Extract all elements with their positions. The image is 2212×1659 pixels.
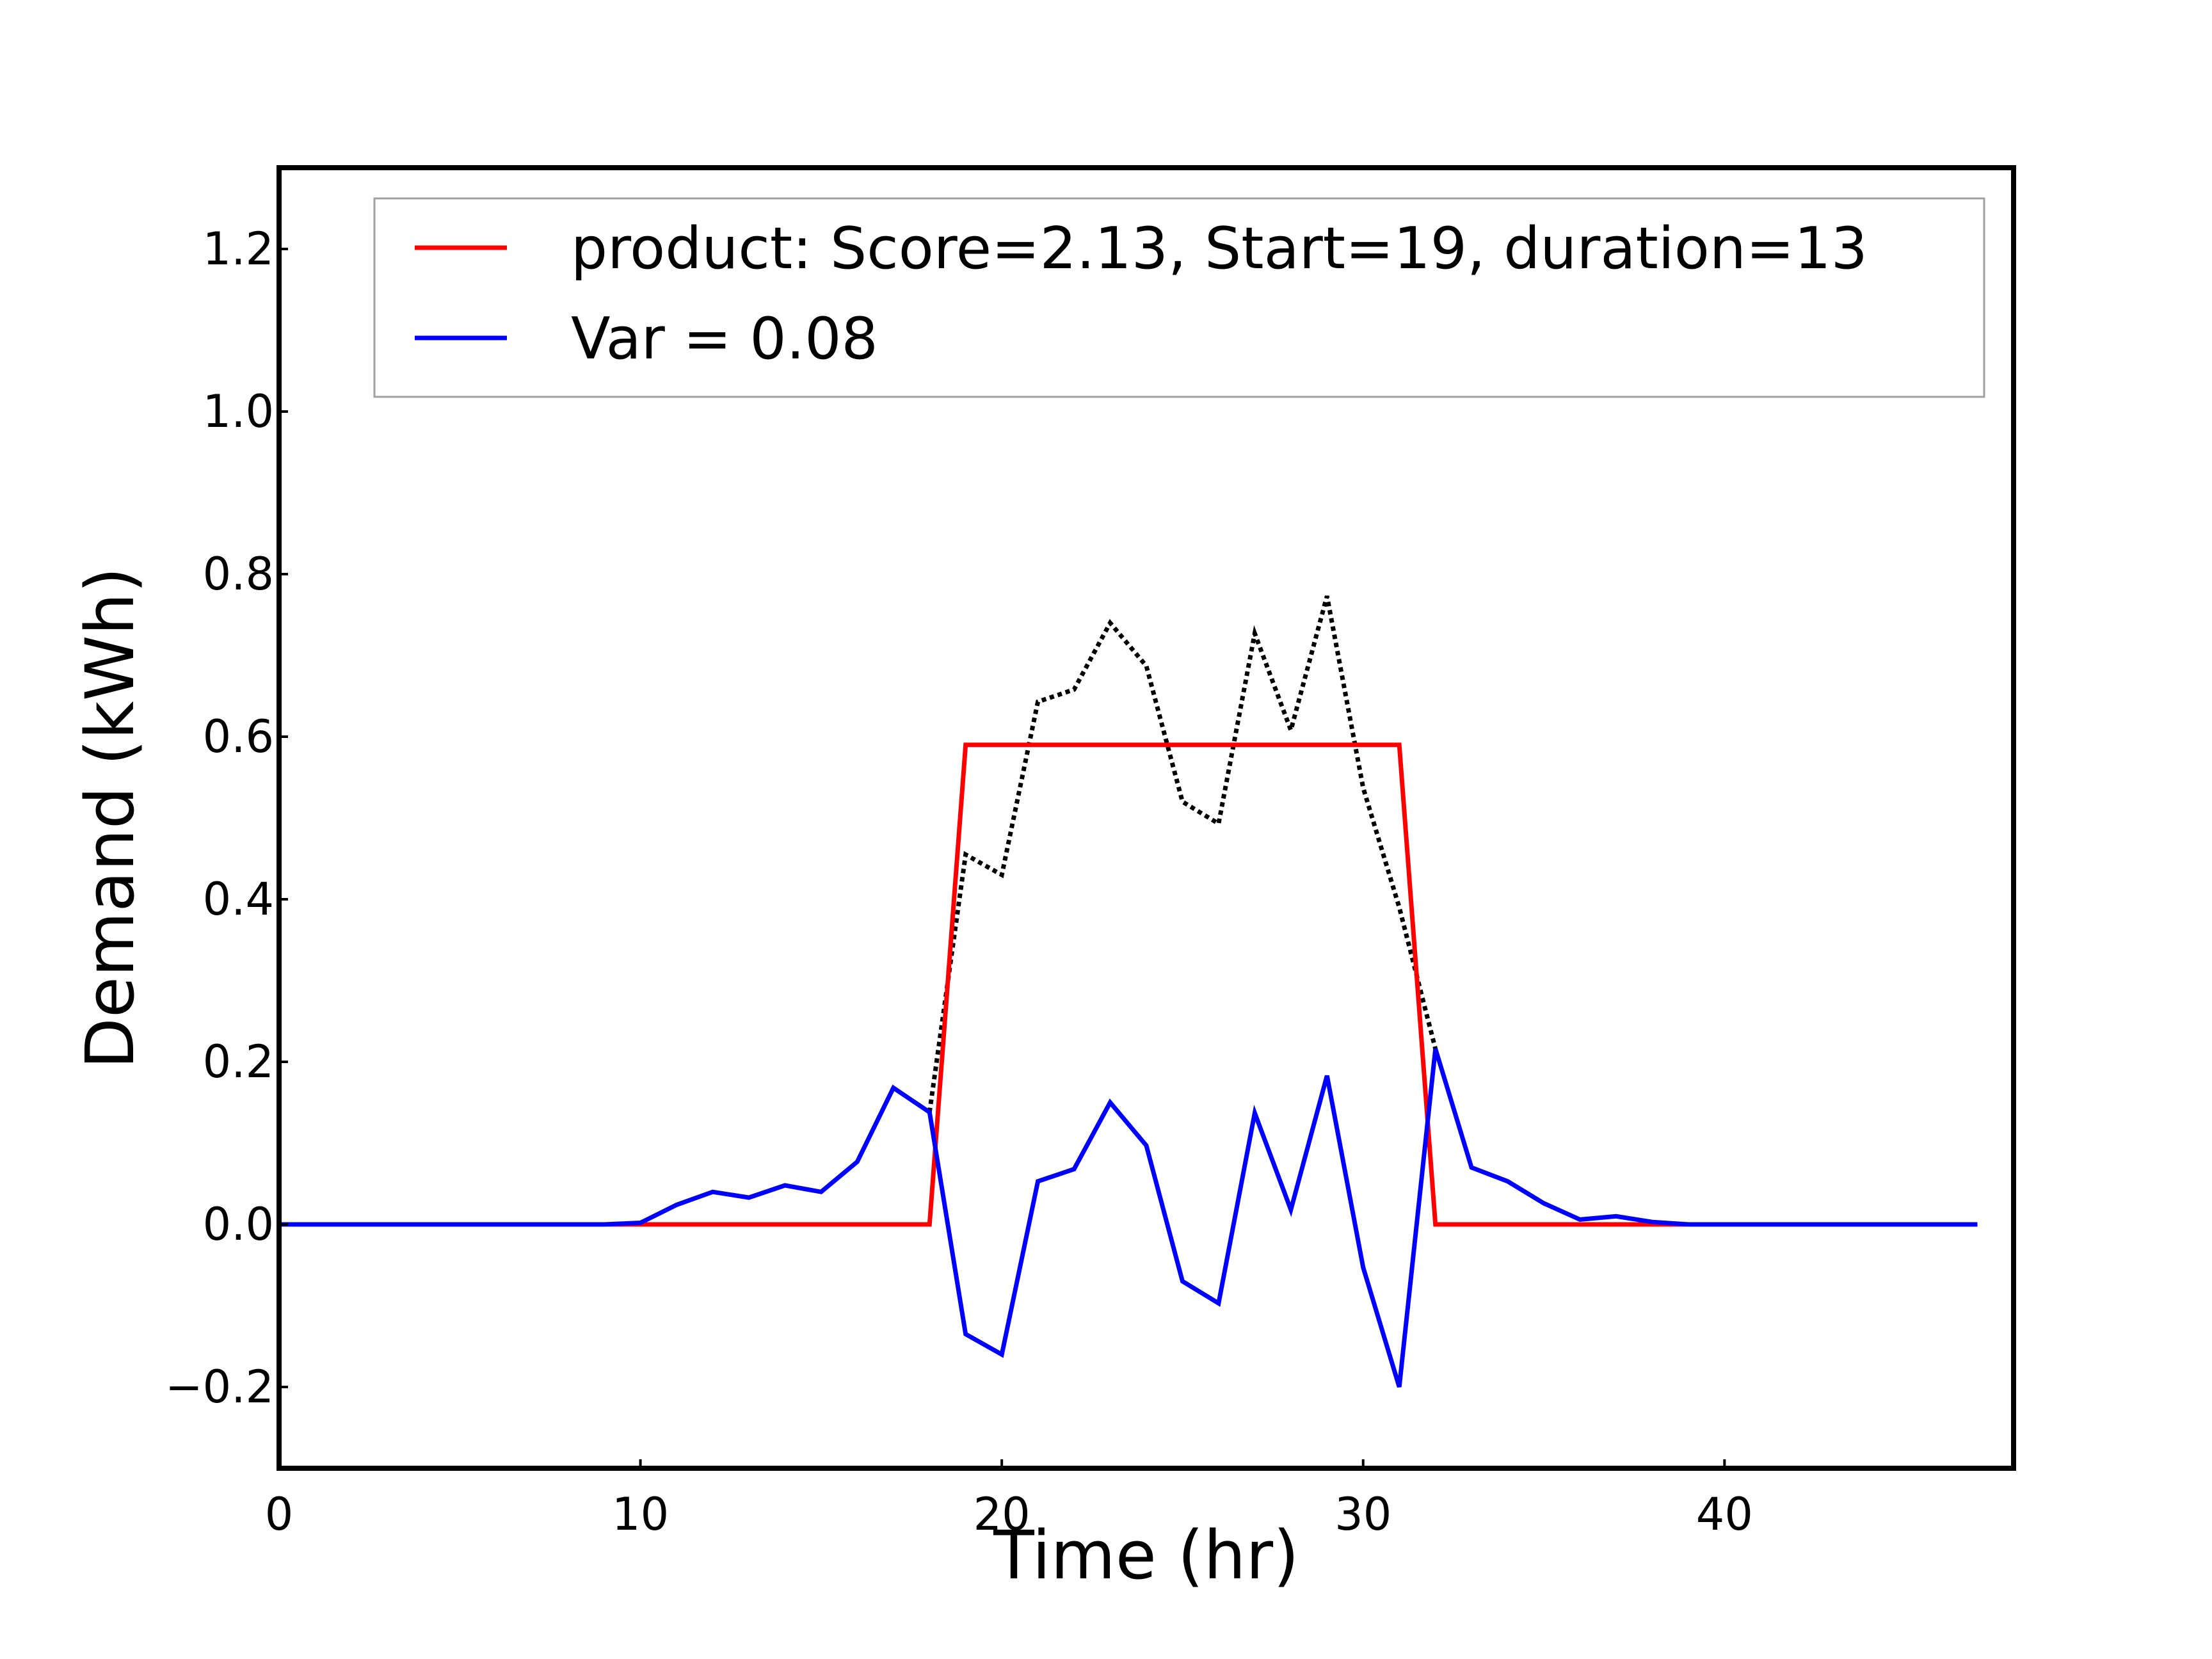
x-tick-label: 10 <box>612 1488 669 1541</box>
plot-frame <box>276 165 2016 1471</box>
x-tick-label: 30 <box>1334 1488 1391 1541</box>
y-tick-label: 0.8 <box>203 548 274 600</box>
y-tick-label: 0.2 <box>203 1036 274 1088</box>
y-tick-label: 1.0 <box>203 385 274 438</box>
series-layer <box>279 595 1978 1388</box>
legend-label-var: Var = 0.08 <box>571 305 878 373</box>
y-tick-label: −0.2 <box>165 1361 274 1413</box>
y-tick-label: 0.0 <box>203 1198 274 1251</box>
x-tick-label: 20 <box>974 1488 1030 1541</box>
legend-box <box>373 197 1985 398</box>
y-tick-label: 0.6 <box>203 710 274 763</box>
legend-label-product: product: Score=2.13, Start=19, duration=… <box>571 215 1868 282</box>
y-axis-title: Demand (kWh) <box>71 567 149 1069</box>
x-tick-label: 40 <box>1696 1488 1753 1541</box>
y-tick-label: 0.4 <box>203 873 274 926</box>
series-line-measured <box>927 595 1438 1113</box>
x-tick-label: 0 <box>265 1488 294 1541</box>
series-line-product <box>279 742 1978 1227</box>
legend: product: Score=2.13, Start=19, duration=… <box>373 197 1985 398</box>
tick-layer: 0 10 20 30 40 −0.2 0.0 0.2 0.4 0.6 0.8 1.0 1.2 <box>165 223 1753 1541</box>
y-tick-label: 1.2 <box>203 223 274 275</box>
x-axis-title: Time (hr) <box>993 1516 1299 1594</box>
series-line-var <box>279 1048 1978 1388</box>
